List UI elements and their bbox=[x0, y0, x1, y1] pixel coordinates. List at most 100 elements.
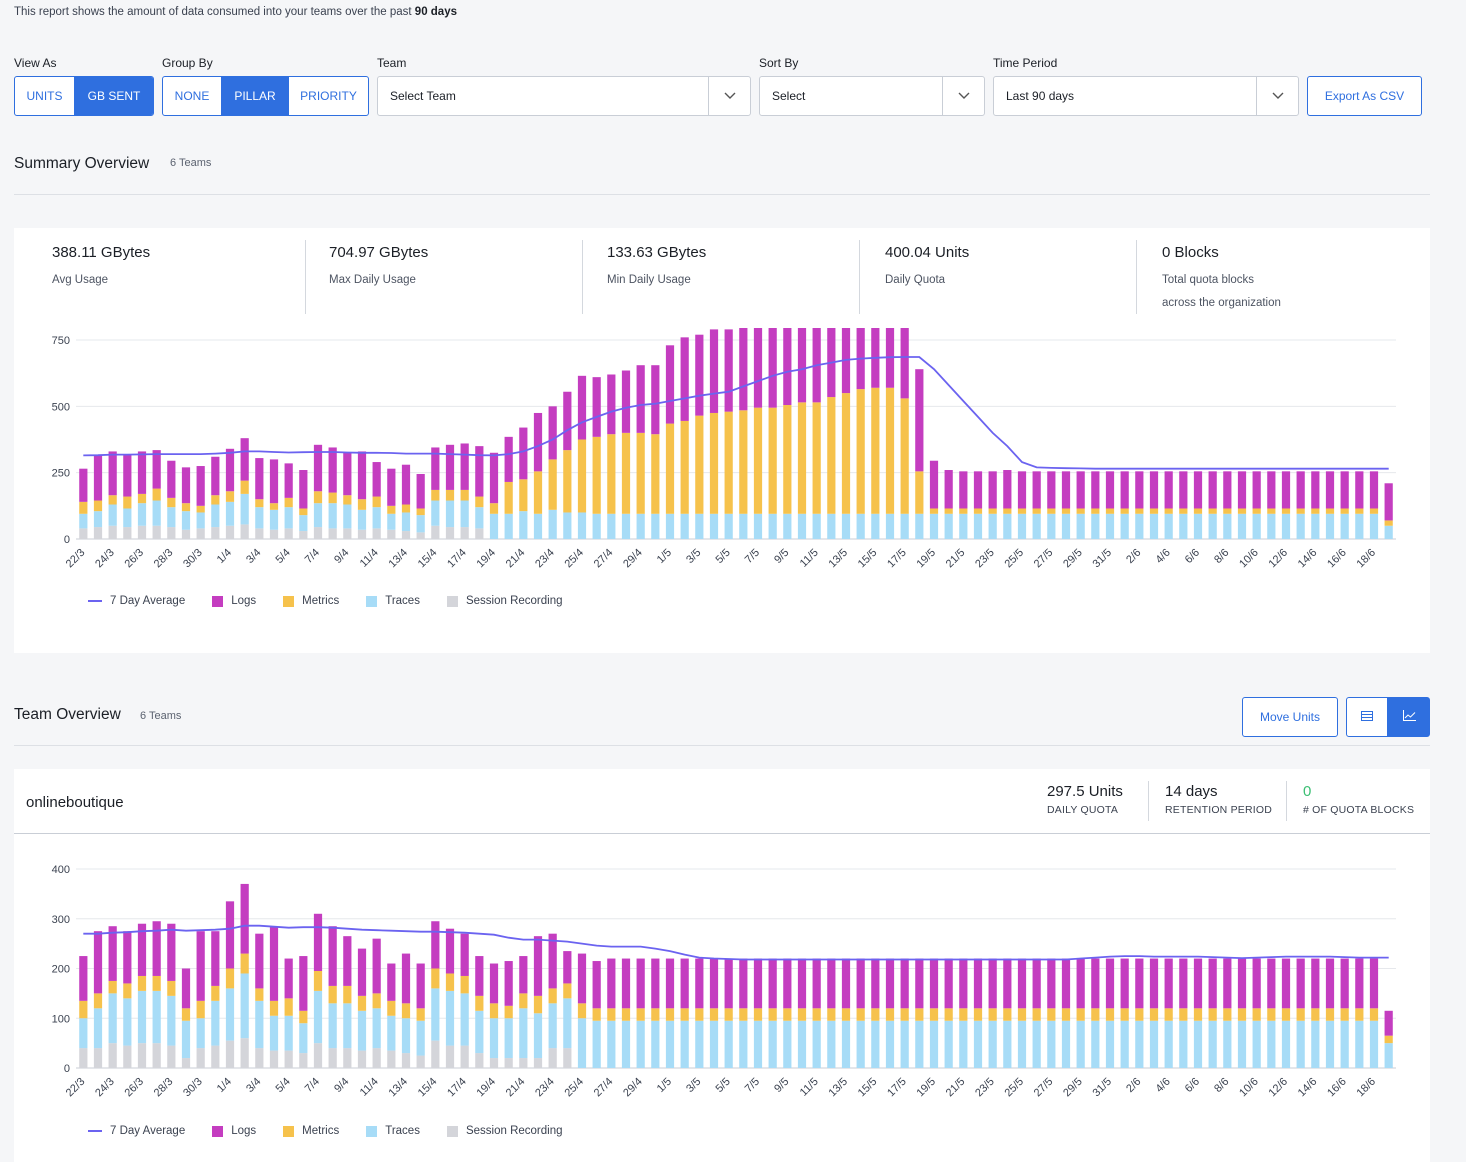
bar-traces[interactable] bbox=[929, 513, 939, 539]
bar-traces[interactable] bbox=[1061, 1020, 1071, 1068]
bar-metrics[interactable] bbox=[1017, 508, 1027, 514]
bar-traces[interactable] bbox=[724, 1020, 733, 1068]
bar-metrics[interactable] bbox=[1355, 508, 1364, 514]
bar-metrics[interactable] bbox=[724, 1008, 733, 1021]
bar-metrics[interactable] bbox=[519, 479, 528, 512]
bar-traces[interactable] bbox=[636, 1020, 645, 1068]
bar-logs[interactable] bbox=[240, 883, 249, 954]
bar-traces[interactable] bbox=[1355, 513, 1364, 539]
bar-traces[interactable] bbox=[1267, 513, 1276, 539]
bar-metrics[interactable] bbox=[929, 1008, 939, 1021]
bar-metrics[interactable] bbox=[1237, 508, 1247, 514]
bar-session[interactable] bbox=[357, 529, 367, 539]
bar-logs[interactable] bbox=[1296, 471, 1305, 509]
bar-metrics[interactable] bbox=[255, 988, 264, 1001]
bar-metrics[interactable] bbox=[1384, 1035, 1393, 1044]
bar-metrics[interactable] bbox=[328, 985, 337, 1004]
bar-metrics[interactable] bbox=[592, 436, 601, 514]
bar-metrics[interactable] bbox=[1252, 508, 1261, 514]
bar-logs[interactable] bbox=[93, 931, 103, 994]
bar-session[interactable] bbox=[299, 1053, 308, 1068]
bar-metrics[interactable] bbox=[79, 1000, 88, 1019]
bar-logs[interactable] bbox=[1164, 958, 1173, 1009]
bar-metrics[interactable] bbox=[724, 411, 733, 514]
bar-traces[interactable] bbox=[1076, 513, 1085, 539]
bar-traces[interactable] bbox=[1223, 513, 1232, 539]
bar-traces[interactable] bbox=[431, 500, 440, 526]
bar-traces[interactable] bbox=[328, 503, 337, 529]
bar-logs[interactable] bbox=[1369, 471, 1379, 509]
bar-metrics[interactable] bbox=[1223, 1008, 1232, 1021]
bar-logs[interactable] bbox=[944, 958, 953, 1009]
bar-metrics[interactable] bbox=[841, 393, 851, 514]
bar-metrics[interactable] bbox=[1047, 508, 1056, 514]
bar-metrics[interactable] bbox=[240, 953, 249, 974]
bar-traces[interactable] bbox=[577, 512, 587, 539]
bar-logs[interactable] bbox=[93, 455, 103, 501]
bar-session[interactable] bbox=[343, 1048, 352, 1068]
bar-metrics[interactable] bbox=[856, 389, 865, 514]
bar-metrics[interactable] bbox=[988, 508, 997, 514]
bar-traces[interactable] bbox=[1120, 1020, 1129, 1068]
bar-session[interactable] bbox=[372, 528, 381, 539]
bar-logs[interactable] bbox=[1223, 958, 1232, 1009]
bar-session[interactable] bbox=[240, 524, 249, 539]
bar-session[interactable] bbox=[137, 525, 147, 539]
bar-session[interactable] bbox=[313, 1043, 323, 1068]
bar-traces[interactable] bbox=[1281, 513, 1291, 539]
bar-traces[interactable] bbox=[299, 515, 308, 532]
bar-metrics[interactable] bbox=[651, 434, 660, 514]
bar-traces[interactable] bbox=[1032, 513, 1041, 539]
bar-traces[interactable] bbox=[181, 1020, 191, 1059]
bar-traces[interactable] bbox=[1311, 513, 1320, 539]
bar-metrics[interactable] bbox=[988, 1008, 997, 1021]
bar-traces[interactable] bbox=[93, 511, 103, 528]
bar-traces[interactable] bbox=[1340, 1020, 1349, 1068]
bar-metrics[interactable] bbox=[871, 387, 880, 514]
bar-traces[interactable] bbox=[416, 515, 425, 533]
bar-metrics[interactable] bbox=[548, 459, 557, 510]
bar-session[interactable] bbox=[387, 529, 396, 539]
bar-session[interactable] bbox=[152, 525, 161, 539]
bar-traces[interactable] bbox=[1179, 1020, 1188, 1068]
bar-traces[interactable] bbox=[445, 500, 455, 528]
bar-traces[interactable] bbox=[841, 1020, 851, 1068]
bar-logs[interactable] bbox=[1193, 471, 1203, 509]
bar-traces[interactable] bbox=[548, 509, 557, 539]
bar-logs[interactable] bbox=[651, 365, 660, 435]
bar-traces[interactable] bbox=[944, 513, 953, 539]
bar-traces[interactable] bbox=[856, 1020, 865, 1068]
bar-logs[interactable] bbox=[181, 968, 191, 1009]
bar-traces[interactable] bbox=[680, 1020, 689, 1068]
bar-session[interactable] bbox=[357, 1050, 367, 1068]
bar-metrics[interactable] bbox=[959, 1008, 968, 1021]
bar-session[interactable] bbox=[372, 1048, 381, 1068]
bar-metrics[interactable] bbox=[1076, 508, 1085, 514]
bar-logs[interactable] bbox=[1208, 471, 1217, 509]
bar-logs[interactable] bbox=[1281, 471, 1291, 509]
table-view-button[interactable] bbox=[1346, 697, 1388, 737]
bar-logs[interactable] bbox=[695, 334, 704, 416]
bar-metrics[interactable] bbox=[240, 480, 249, 494]
bar-traces[interactable] bbox=[475, 1010, 484, 1054]
bar-logs[interactable] bbox=[445, 444, 455, 490]
bar-traces[interactable] bbox=[123, 508, 132, 528]
bar-logs[interactable] bbox=[431, 921, 440, 969]
legend-logs[interactable]: Logs bbox=[212, 1125, 256, 1137]
bar-traces[interactable] bbox=[313, 990, 323, 1044]
bar-logs[interactable] bbox=[519, 956, 528, 994]
team-select[interactable]: Select Team bbox=[377, 76, 751, 116]
bar-logs[interactable] bbox=[152, 921, 161, 976]
bar-logs[interactable] bbox=[1179, 958, 1188, 1009]
bar-traces[interactable] bbox=[739, 1020, 748, 1068]
bar-session[interactable] bbox=[211, 1045, 220, 1068]
bar-metrics[interactable] bbox=[416, 1008, 425, 1021]
bar-traces[interactable] bbox=[255, 507, 264, 529]
legend-7-day-average[interactable]: 7 Day Average bbox=[88, 1125, 185, 1137]
bar-traces[interactable] bbox=[636, 513, 645, 539]
view-as-gb-sent-button[interactable]: GB SENT bbox=[75, 77, 153, 115]
legend-traces[interactable]: Traces bbox=[366, 595, 420, 607]
bar-logs[interactable] bbox=[753, 328, 763, 408]
bar-session[interactable] bbox=[387, 1050, 396, 1068]
bar-traces[interactable] bbox=[783, 513, 792, 539]
